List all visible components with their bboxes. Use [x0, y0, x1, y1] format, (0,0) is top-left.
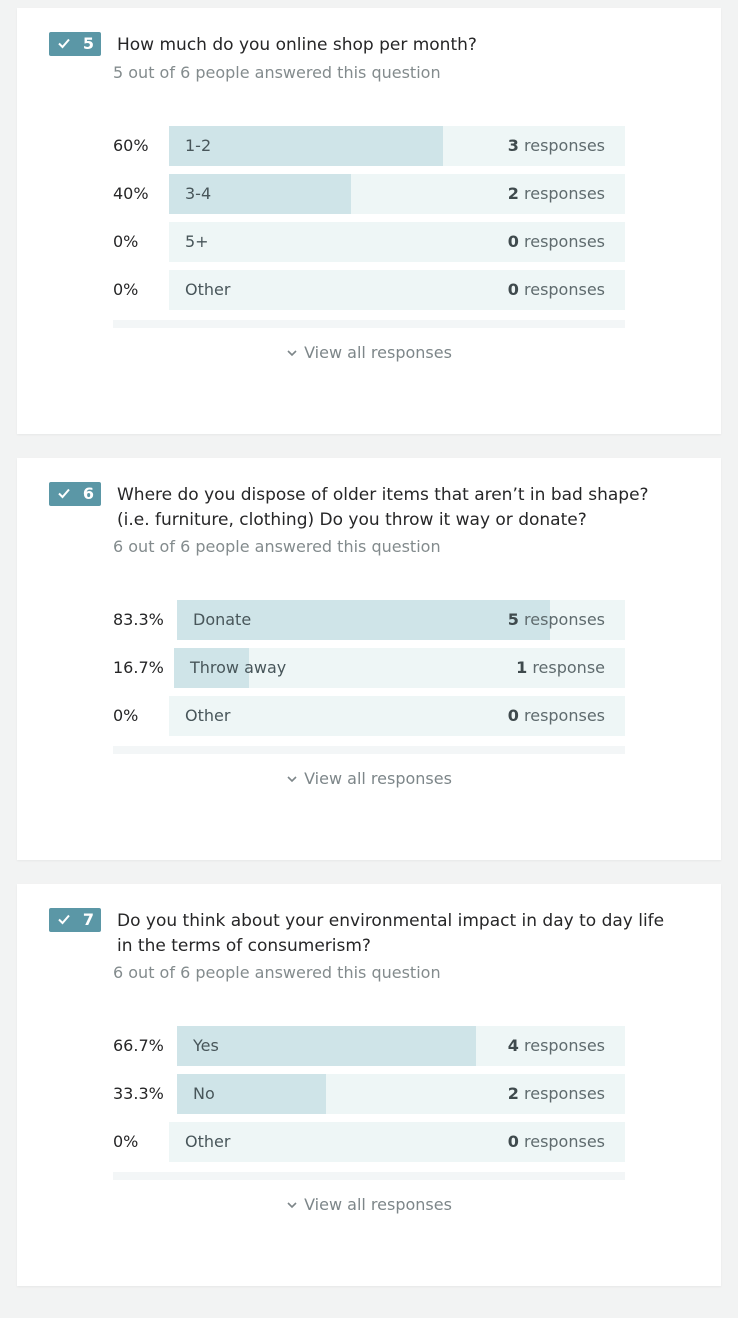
question-card-7: 7 Do you think about your environmental … — [17, 884, 721, 1286]
option-percent: 16.7% — [113, 658, 164, 677]
option-count: 2 responses — [507, 184, 605, 203]
option-bar-fill — [174, 648, 250, 688]
option-row: 33.3% No 2 responses — [113, 1074, 625, 1114]
option-label: Other — [185, 706, 231, 725]
chevron-down-icon — [286, 770, 298, 789]
option-bar: 1-2 3 responses — [169, 126, 625, 166]
view-all-responses-button[interactable]: View all responses — [17, 1195, 721, 1215]
option-row: 83.3% Donate 5 responses — [113, 600, 625, 640]
option-count: 3 responses — [507, 136, 605, 155]
question-number: 6 — [82, 484, 94, 503]
question-card-5: 5 How much do you online shop per month?… — [17, 8, 721, 434]
option-label: Other — [185, 1132, 231, 1151]
option-bar: 3-4 2 responses — [169, 174, 625, 214]
question-title-line: How much do you online shop per month? — [117, 35, 477, 55]
answered-count: 5 out of 6 people answered this question — [113, 63, 441, 82]
option-row: 0% Other 0 responses — [113, 1122, 625, 1162]
question-card-6: 6 Where do you dispose of older items th… — [17, 458, 721, 860]
option-bar: Other 0 responses — [169, 270, 625, 310]
option-row: 16.7% Throw away 1 response — [113, 648, 625, 688]
option-bar: 5+ 0 responses — [169, 222, 625, 262]
question-title: Do you think about your environmental im… — [117, 909, 697, 959]
option-row: 0% Other 0 responses — [113, 270, 625, 310]
question-title-line: Do you think about your environmental im… — [117, 911, 665, 931]
option-bar-fill — [177, 600, 551, 640]
scroll-strip — [113, 746, 625, 754]
view-all-label: View all responses — [304, 769, 452, 788]
option-label: Other — [185, 280, 231, 299]
question-number-badge: 6 — [49, 482, 101, 506]
option-percent: 0% — [113, 1132, 139, 1151]
option-count: 2 responses — [507, 1084, 605, 1103]
check-icon — [57, 911, 71, 930]
option-bar: No 2 responses — [177, 1074, 625, 1114]
option-label: Throw away — [190, 658, 287, 677]
question-title-line: (i.e. furniture, clothing) Do you throw … — [117, 510, 587, 530]
question-number: 5 — [82, 34, 94, 53]
option-bar-fill — [177, 1074, 327, 1114]
chevron-down-icon — [286, 344, 298, 363]
option-count: 0 responses — [507, 232, 605, 251]
view-all-label: View all responses — [304, 1195, 452, 1214]
view-all-responses-button[interactable]: View all responses — [17, 343, 721, 363]
question-title-line: in the terms of consumerism? — [117, 936, 371, 956]
check-icon — [57, 485, 71, 504]
option-bar: Other 0 responses — [169, 696, 625, 736]
option-count: 5 responses — [507, 610, 605, 629]
option-label: 5+ — [185, 232, 209, 251]
option-percent: 0% — [113, 280, 139, 299]
question-number-badge: 5 — [49, 32, 101, 56]
view-all-responses-button[interactable]: View all responses — [17, 769, 721, 789]
option-bar: Yes 4 responses — [177, 1026, 625, 1066]
option-row: 60% 1-2 3 responses — [113, 126, 625, 166]
option-percent: 0% — [113, 232, 139, 251]
option-bar: Other 0 responses — [169, 1122, 625, 1162]
question-title-line: Where do you dispose of older items that… — [117, 485, 649, 505]
option-count: 4 responses — [507, 1036, 605, 1055]
chevron-down-icon — [286, 1196, 298, 1215]
option-percent: 33.3% — [113, 1084, 164, 1103]
option-percent: 0% — [113, 706, 139, 725]
question-number: 7 — [82, 910, 94, 929]
check-icon — [57, 35, 71, 54]
option-percent: 40% — [113, 184, 149, 203]
option-label: Yes — [193, 1036, 219, 1055]
option-count: 1 response — [516, 658, 605, 677]
option-label: Donate — [193, 610, 252, 629]
answered-count: 6 out of 6 people answered this question — [113, 963, 441, 982]
option-count: 0 responses — [507, 280, 605, 299]
option-label: 1-2 — [185, 136, 212, 155]
option-percent: 83.3% — [113, 610, 164, 629]
scroll-strip — [113, 320, 625, 328]
option-bar: Throw away 1 response — [174, 648, 625, 688]
option-bar: Donate 5 responses — [177, 600, 625, 640]
option-bar-fill — [169, 126, 443, 166]
option-label: No — [193, 1084, 215, 1103]
view-all-label: View all responses — [304, 343, 452, 362]
scroll-strip — [113, 1172, 625, 1180]
option-bar-fill — [169, 174, 352, 214]
option-row: 0% 5+ 0 responses — [113, 222, 625, 262]
question-number-badge: 7 — [49, 908, 101, 932]
option-percent: 66.7% — [113, 1036, 164, 1055]
question-title: Where do you dispose of older items that… — [117, 483, 697, 533]
answered-count: 6 out of 6 people answered this question — [113, 537, 441, 556]
option-label: 3-4 — [185, 184, 212, 203]
option-count: 0 responses — [507, 1132, 605, 1151]
option-percent: 60% — [113, 136, 149, 155]
option-bar-fill — [177, 1026, 476, 1066]
option-count: 0 responses — [507, 706, 605, 725]
option-row: 0% Other 0 responses — [113, 696, 625, 736]
option-row: 66.7% Yes 4 responses — [113, 1026, 625, 1066]
option-row: 40% 3-4 2 responses — [113, 174, 625, 214]
question-title: How much do you online shop per month? — [117, 33, 697, 58]
